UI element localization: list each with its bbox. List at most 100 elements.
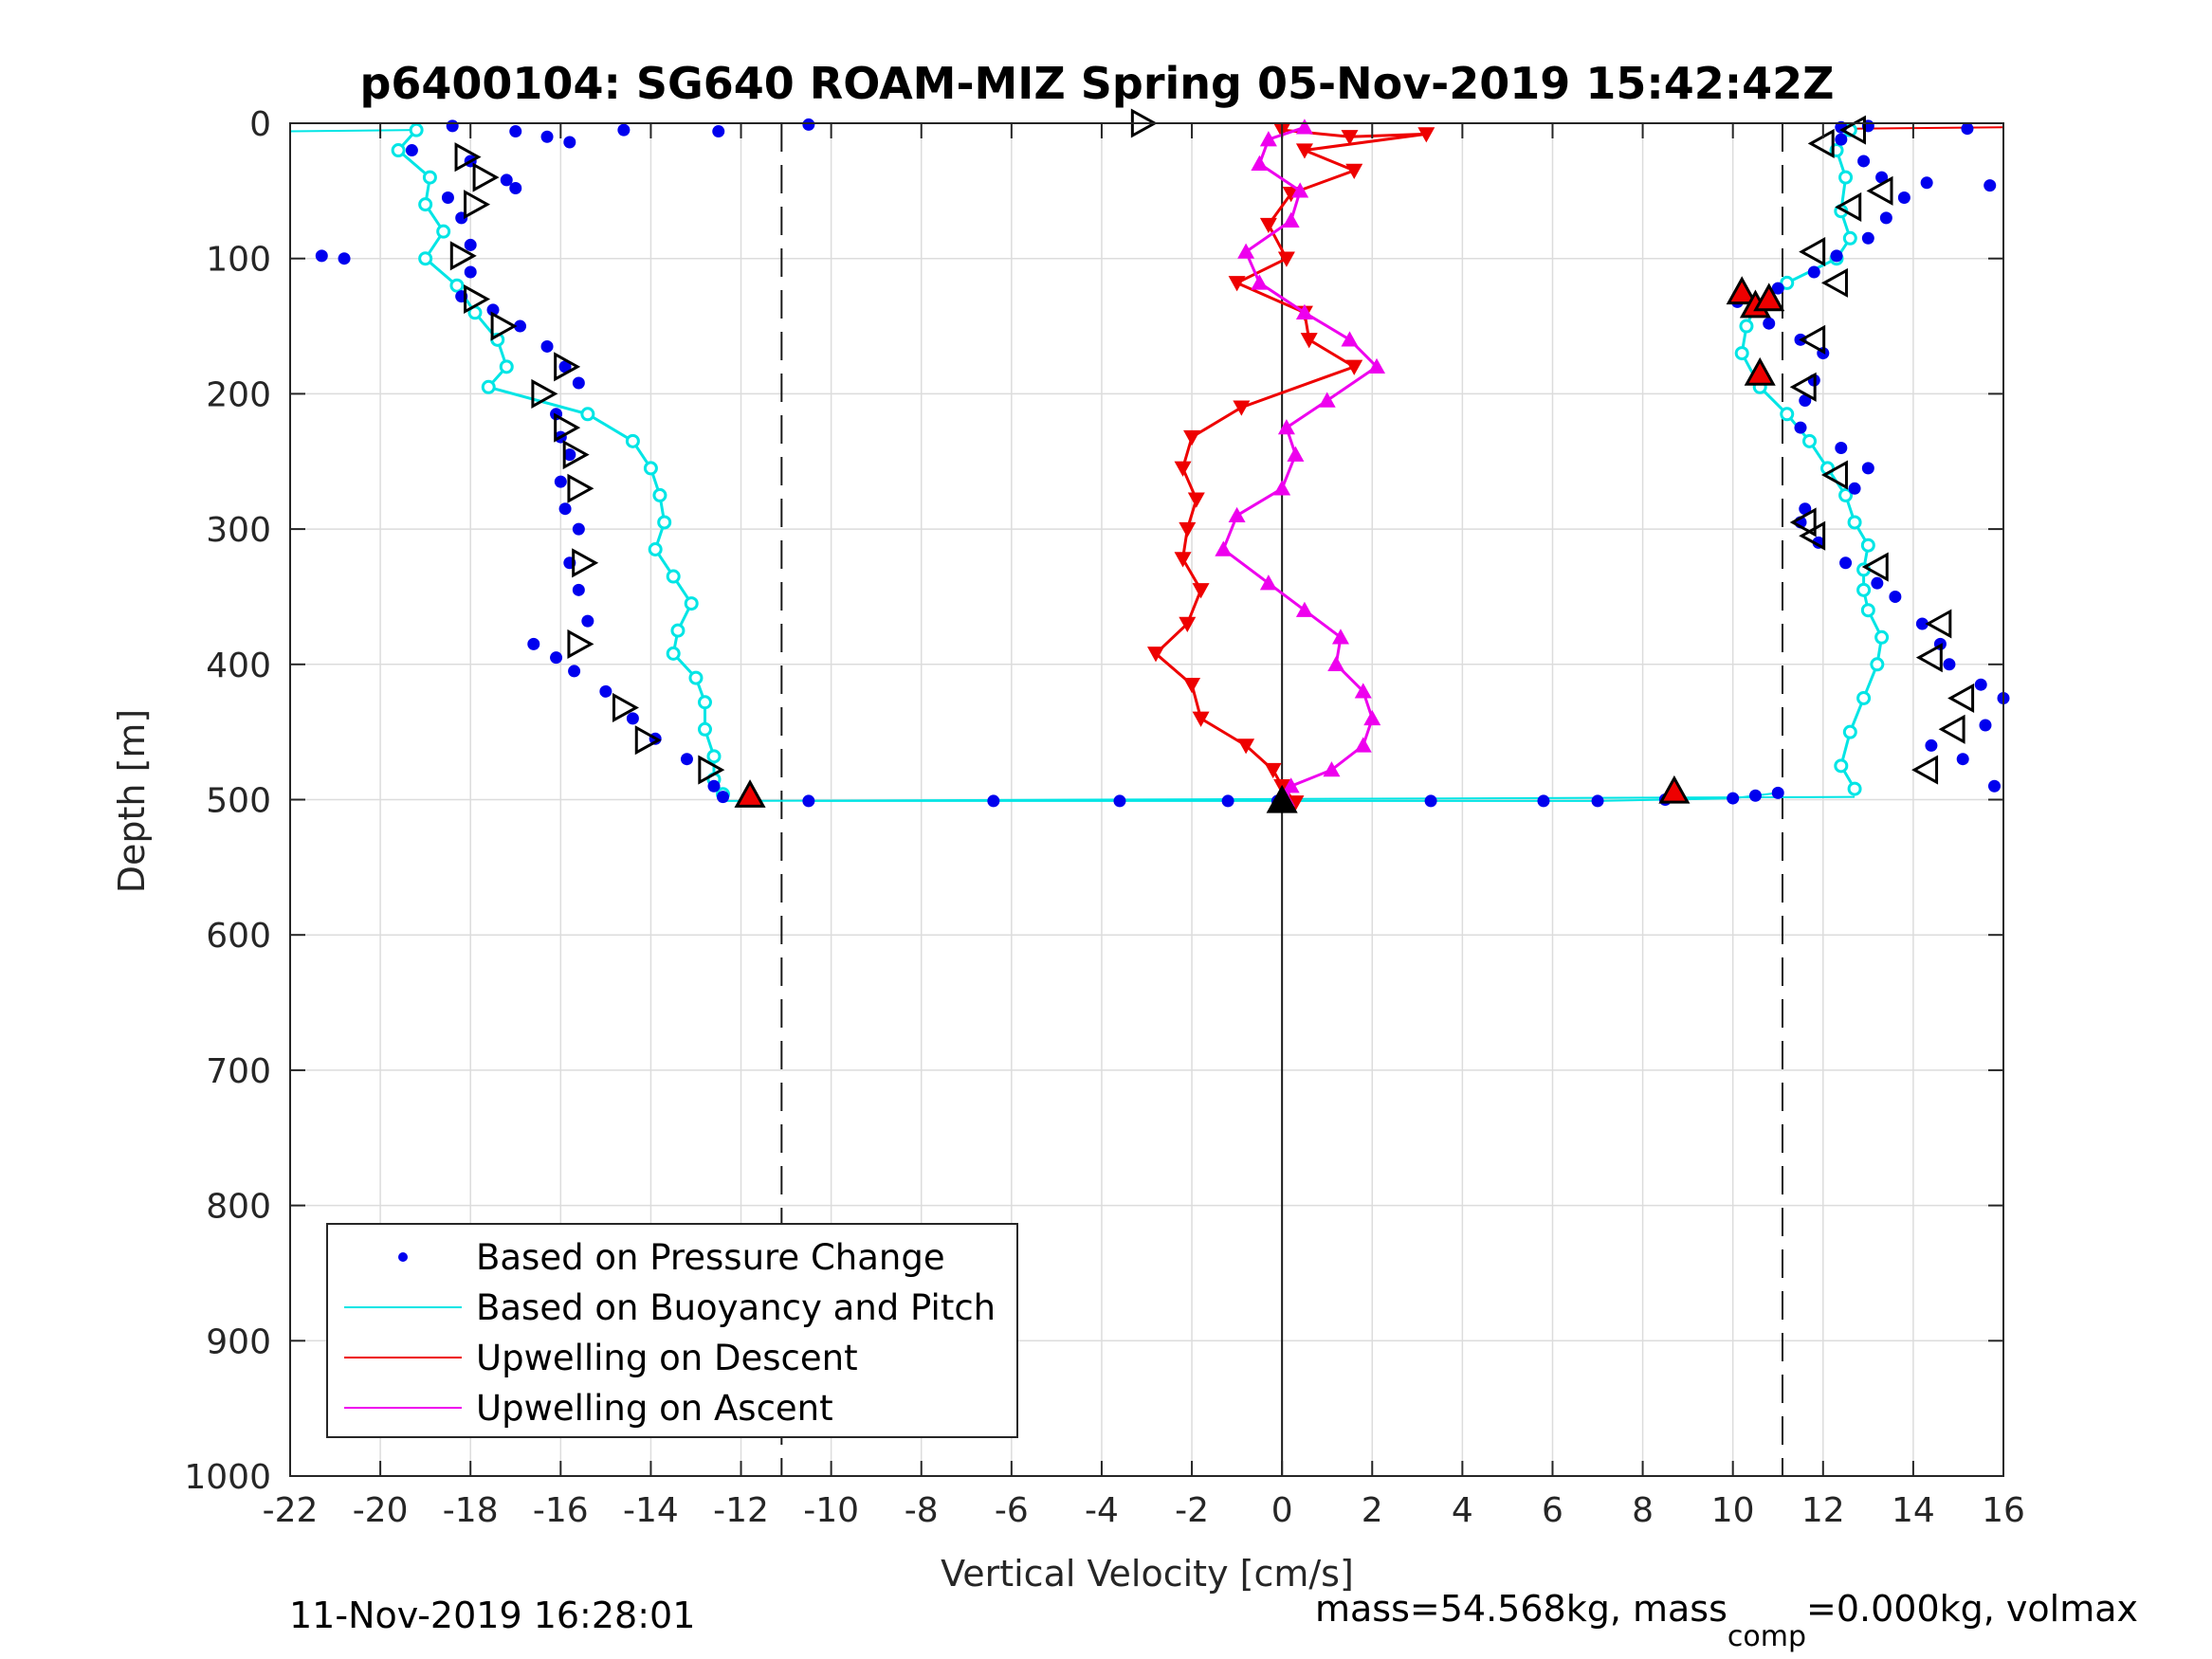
y-tick-label: 0 xyxy=(249,105,271,144)
pressure-change-dot xyxy=(581,614,594,628)
pressure-change-dot xyxy=(1925,738,1938,752)
glider-open-triangle xyxy=(698,755,725,785)
buoyancy-marker xyxy=(580,407,595,422)
buoyancy-marker xyxy=(657,515,672,530)
axis-ticks: -22 -20 -18 -16 -14 -12 -10 -8 -6 -4 -2 0 2 4 6 8 10 12 14… xyxy=(184,105,2025,1530)
pressure-change-dot xyxy=(1537,794,1550,808)
footer-mass-tail: =0.000kg, volmax xyxy=(1806,1588,2138,1630)
pressure-change-dot xyxy=(554,475,567,488)
pressure-change-dot xyxy=(500,173,513,187)
pressure-change-dot xyxy=(563,136,576,149)
upwelling-descent-marker xyxy=(1228,276,1246,292)
buoyancy-marker xyxy=(670,623,686,638)
upwelling-ascent-marker xyxy=(1295,601,1313,617)
glider-open-triangle xyxy=(1866,175,1893,206)
glider-open-triangle xyxy=(1799,237,1826,267)
x-tick-label: -12 xyxy=(713,1491,769,1530)
upwelling-descent-marker xyxy=(1174,461,1192,477)
upwelling-descent-marker xyxy=(1277,251,1295,267)
glider-open-triangle xyxy=(612,692,639,723)
y-tick-label: 900 xyxy=(206,1322,271,1361)
pressure-change-dot xyxy=(1875,171,1889,184)
x-tick-label: 4 xyxy=(1452,1491,1473,1530)
chart-title: p6400104: SG640 ROAM-MIZ Spring 05-Nov-2… xyxy=(359,58,1834,109)
upwelling-ascent-marker xyxy=(1215,540,1233,556)
upwelling-descent-marker xyxy=(1341,130,1359,146)
glider-open-triangle xyxy=(1925,609,1952,639)
x-tick-label: -2 xyxy=(1175,1491,1209,1530)
glider-open-triangle xyxy=(1820,460,1848,490)
x-tick-label: 12 xyxy=(1801,1491,1845,1530)
glider-open-triangle xyxy=(1835,191,1862,223)
pressure-change-dot xyxy=(558,502,572,516)
pressure-change-dot xyxy=(1987,779,2001,793)
buoyancy-marker xyxy=(481,379,496,394)
buoyancy-marker xyxy=(409,122,424,137)
glider-open-triangle xyxy=(454,142,482,173)
legend-entry-label: Upwelling on Descent xyxy=(476,1338,858,1378)
buoyancy-marker xyxy=(648,542,663,557)
upwelling-descent-marker xyxy=(1147,647,1165,663)
flag-triangle xyxy=(1266,784,1298,813)
x-tick-label: -18 xyxy=(443,1491,499,1530)
pressure-change-dot xyxy=(540,339,554,353)
upwelling-surface-line xyxy=(1850,126,2004,130)
glider-open-triangle xyxy=(562,440,590,470)
glider-open-triangle xyxy=(490,311,518,341)
pressure-change-dot xyxy=(338,252,351,265)
y-tick-label: 800 xyxy=(206,1188,271,1227)
x-tick-label: -8 xyxy=(905,1491,939,1530)
pressure-change-dot xyxy=(1879,211,1892,225)
upwelling-ascent-marker xyxy=(1368,357,1386,374)
glider-open-triangle xyxy=(1861,552,1889,582)
buoyancy-marker xyxy=(1780,275,1795,290)
buoyancy-marker xyxy=(499,359,514,374)
glider-open-triangle xyxy=(531,378,558,409)
x-tick-label: -4 xyxy=(1085,1491,1119,1530)
pressure-change-dot xyxy=(514,319,527,333)
x-tick-label: 6 xyxy=(1542,1491,1563,1530)
pressure-change-dot xyxy=(1839,556,1853,570)
flag-triangle xyxy=(734,779,766,808)
upwelling-descent-marker xyxy=(1237,738,1255,755)
upwelling-ascent-marker xyxy=(1282,211,1300,228)
buoyancy-marker xyxy=(1842,230,1857,246)
upwelling-descent-marker xyxy=(1345,359,1363,375)
glider-open-triangle xyxy=(1799,520,1826,551)
buoyancy-marker xyxy=(666,569,681,584)
pressure-change-dot xyxy=(1771,282,1784,295)
buoyancy-marker xyxy=(1734,346,1749,361)
upwelling-ascent-marker xyxy=(1363,709,1381,726)
upwelling-descent-marker xyxy=(1282,187,1300,203)
upwelling-descent-marker xyxy=(1192,583,1210,599)
series-layer xyxy=(289,108,2010,813)
pressure-change-dot xyxy=(1861,462,1874,475)
buoyancy-marker xyxy=(422,170,437,185)
pressure-change-dot xyxy=(1861,231,1874,245)
glider-open-triangle xyxy=(464,283,491,315)
glider-open-triangle xyxy=(1911,755,1939,785)
pressure-change-dot xyxy=(1857,155,1871,168)
pressure-change-dot xyxy=(464,265,477,279)
pressure-change-dot xyxy=(1943,658,1956,671)
upwelling-descent-marker xyxy=(1183,429,1201,447)
buoyancy-marker xyxy=(436,224,451,239)
upwelling-ascent-marker xyxy=(1331,629,1349,645)
pressure-change-dot xyxy=(1983,179,1997,192)
x-tick-label: -10 xyxy=(803,1491,859,1530)
upwelling-descent-marker xyxy=(1187,492,1205,508)
x-tick-label: -22 xyxy=(263,1491,319,1530)
glider-open-triangle xyxy=(1789,372,1817,402)
buoyancy-marker xyxy=(1838,170,1854,185)
glider-open-triangle xyxy=(572,548,599,578)
footer-mass-info: mass=54.568kg, masscomp=0.000kg, volmax xyxy=(1315,1588,2138,1653)
upwelling-descent-marker xyxy=(1287,795,1305,811)
pressure-change-dot xyxy=(1956,753,1969,766)
pressure-change-dot xyxy=(1871,576,1884,590)
pressure-change-dot xyxy=(1961,122,1974,136)
pressure-change-dot xyxy=(1113,794,1126,808)
pressure-change-dot xyxy=(1920,176,1933,190)
buoyancy-marker xyxy=(391,143,406,158)
pressure-change-dot xyxy=(572,376,585,390)
pressure-change-dot xyxy=(987,794,1000,808)
